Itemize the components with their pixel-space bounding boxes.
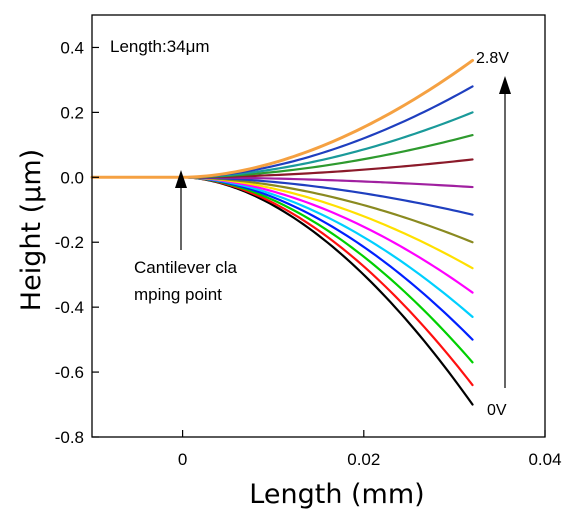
y-tick-label: -0.8 — [55, 428, 84, 447]
x-tick-label: 0.02 — [347, 450, 380, 469]
x-tick-label: 0.04 — [528, 450, 561, 469]
series-line — [90, 176, 474, 387]
series-line — [90, 111, 474, 179]
clamp-arrow — [175, 170, 187, 250]
y-tick-label: 0.0 — [60, 168, 84, 187]
voltage-arrow — [499, 76, 511, 388]
bottom-voltage-label: 0V — [487, 402, 507, 419]
y-tick-label: 0.4 — [60, 38, 84, 57]
clamp-label-line2: mping point — [134, 285, 222, 304]
y-tick-label: -0.6 — [55, 363, 84, 382]
y-axis-title: Height (μm) — [16, 149, 47, 311]
y-tick-label: -0.2 — [55, 233, 84, 252]
series-line — [90, 134, 474, 179]
top-voltage-label: 2.8V — [476, 50, 509, 67]
x-tick-label: 0 — [178, 450, 187, 469]
length-annotation: Length:34μm — [110, 37, 210, 56]
y-tick-label: -0.4 — [55, 298, 84, 317]
axis-ticks: 0.4 0.2 0.0 -0.2 -0.4 -0.6 -0.8 0 0.02 0.04 — [55, 38, 562, 469]
x-axis-title: Length (mm) — [249, 479, 424, 510]
clamp-label-line1: Cantilever cla — [134, 258, 238, 277]
series-lines — [90, 58, 475, 406]
series-line — [90, 58, 475, 179]
y-tick-label: 0.2 — [60, 103, 84, 122]
plot-frame — [91, 14, 546, 438]
